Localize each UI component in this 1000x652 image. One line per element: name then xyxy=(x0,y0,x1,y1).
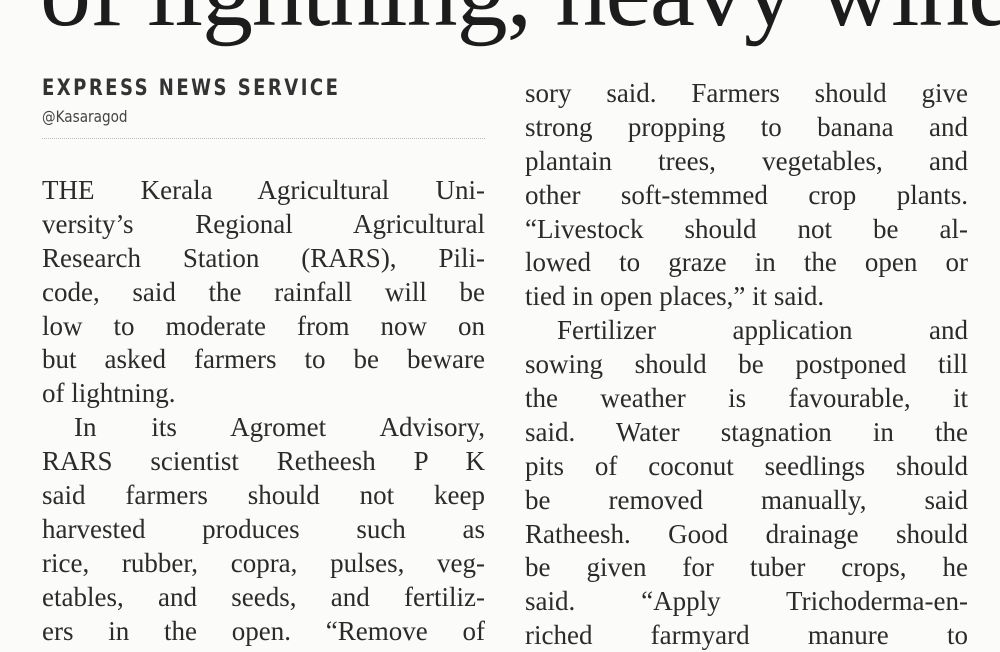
text-line: “Livestock should not be al- xyxy=(525,213,968,244)
text-line: be removed manually, said xyxy=(525,484,968,515)
text-line: THE Kerala Agricultural Uni- xyxy=(42,175,485,205)
text-line: low to moderate from now on xyxy=(42,310,485,341)
byline-divider xyxy=(42,138,485,139)
right-column: sory said. Farmers should give strong pro… xyxy=(525,76,968,652)
text-line: riched farmyard manure to xyxy=(525,620,968,651)
left-column: THE Kerala Agricultural Uni-versity’s Re… xyxy=(42,173,485,647)
text-line: other soft-stemmed crop plants. xyxy=(525,179,968,210)
text-line: but asked farmers to be beware xyxy=(42,344,485,375)
text-line: said farmers should not keep xyxy=(42,480,485,511)
text-line: the weather is favourable, it xyxy=(525,383,968,414)
text-line: sowing should be postponed till xyxy=(525,349,968,380)
text-line: harvested produces such as xyxy=(42,513,485,544)
text-line: pits of coconut seedlings should xyxy=(525,450,968,481)
text-line: code, said the rainfall will be xyxy=(42,276,485,307)
text-line: versity’s Regional Agricultural xyxy=(42,208,485,239)
text-line: etables, and seeds, and fertiliz- xyxy=(42,581,485,612)
text-line: In its Agromet Advisory, xyxy=(74,412,485,443)
text-line: tied in open places,” it said. xyxy=(525,281,825,312)
text-line: rice, rubber, copra, pulses, veg- xyxy=(42,547,485,578)
text-line: strong propping to banana and xyxy=(525,111,968,142)
text-line: Research Station (RARS), Pili- xyxy=(42,242,485,273)
text-line: said. “Apply Trichoderma-en- xyxy=(525,586,968,617)
text-line: sory said. Farmers should give xyxy=(525,78,968,108)
text-line: RARS scientist Retheesh P K xyxy=(42,446,485,477)
text-line: of lightning. xyxy=(42,378,176,409)
byline: EXPRESS NEWS SERVICE xyxy=(42,76,341,101)
dateline: @Kasaragod xyxy=(42,107,128,126)
text-line: be given for tuber crops, he xyxy=(525,552,968,583)
text-line: Fertilizer application and xyxy=(557,315,968,346)
text-line: lowed to graze in the open or xyxy=(525,247,968,278)
text-line: said. Water stagnation in the xyxy=(525,416,968,447)
text-line: plantain trees, vegetables, and xyxy=(525,145,968,176)
headline: of lightning, heavy wind xyxy=(40,0,1000,42)
text-line: Ratheesh. Good drainage should xyxy=(525,518,968,549)
text-line: ers in the open. “Remove of xyxy=(42,615,485,646)
